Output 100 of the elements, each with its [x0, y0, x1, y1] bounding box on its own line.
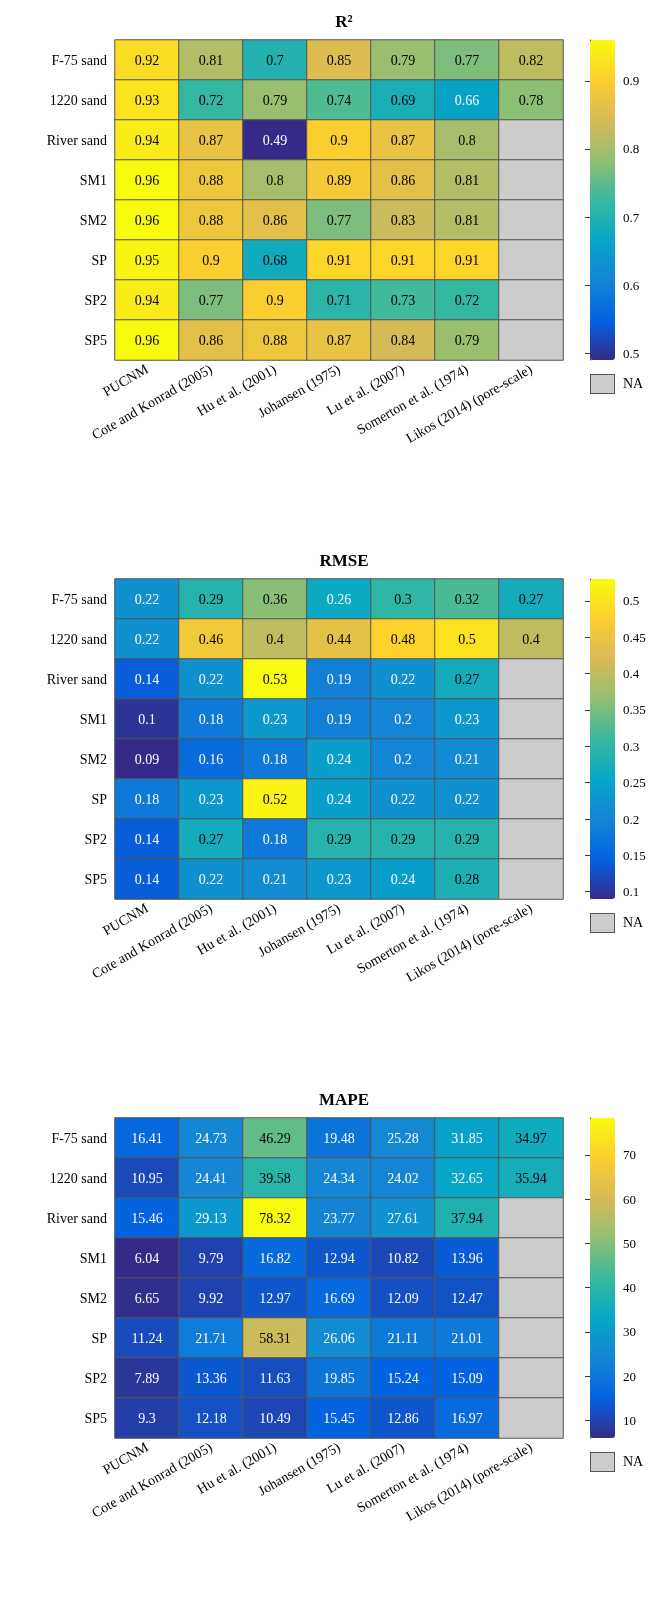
data-label: 0.14 — [134, 671, 160, 687]
data-label: 0.16 — [198, 751, 224, 767]
data-label: 9.79 — [198, 1250, 224, 1266]
data-label: 13.36 — [195, 1370, 227, 1386]
color-bar-label: 0.3 — [623, 738, 640, 754]
data-label: 0.82 — [518, 52, 544, 68]
data-label: 0.88 — [262, 332, 288, 348]
data-label: 0.29 — [326, 831, 352, 847]
data-label: 0.66 — [454, 92, 480, 108]
data-label: 0.22 — [134, 631, 160, 647]
y-tick-label: SP5 — [84, 332, 107, 348]
y-tick-label: River sand — [46, 1210, 107, 1226]
data-label: 0.18 — [262, 751, 288, 767]
chart-title: RMSE — [319, 551, 369, 570]
data-label: 0.09 — [134, 751, 160, 767]
data-label: 32.65 — [451, 1170, 483, 1186]
data-label: 0.95 — [134, 252, 160, 268]
data-label: 24.73 — [195, 1130, 227, 1146]
data-label: 0.94 — [134, 132, 160, 148]
data-label: 0.85 — [326, 52, 352, 68]
data-label: 0.32 — [454, 591, 480, 607]
data-label: 0.73 — [390, 292, 416, 308]
data-label: 0.23 — [198, 791, 224, 807]
data-label: 0.78 — [518, 92, 544, 108]
data-label: 0.23 — [326, 871, 352, 887]
y-tick-label: River sand — [46, 671, 107, 687]
data-label: 0.83 — [390, 212, 416, 228]
y-tick-label: SP2 — [84, 1370, 107, 1386]
data-label: 0.49 — [262, 132, 288, 148]
y-tick-label: SP — [91, 791, 108, 807]
data-label: 0.14 — [134, 831, 160, 847]
y-tick-label: 1220 sand — [49, 92, 107, 108]
data-label: 0.44 — [326, 631, 352, 647]
data-label: 0.81 — [198, 52, 224, 68]
color-bar-label: 0.7 — [623, 209, 640, 225]
color-bar-label: 0.1 — [623, 884, 640, 900]
data-label: 0.86 — [198, 332, 224, 348]
data-label: 0.24 — [390, 871, 416, 887]
data-label: 27.61 — [387, 1210, 419, 1226]
y-tick-label: SP — [91, 252, 108, 268]
chart-title: R² — [335, 12, 353, 31]
data-label: 16.41 — [131, 1130, 163, 1146]
data-label: 0.84 — [390, 332, 416, 348]
data-label: 12.47 — [451, 1290, 483, 1306]
text: NA — [623, 376, 644, 392]
data-label: 0.26 — [326, 591, 352, 607]
data-label: 78.32 — [259, 1210, 291, 1226]
y-tick-label: SP5 — [84, 1410, 107, 1426]
data-label: 26.06 — [323, 1330, 355, 1346]
data-label: 0.7 — [266, 52, 284, 68]
data-label: 0.88 — [198, 212, 224, 228]
data-label: 16.69 — [323, 1290, 355, 1306]
data-label: 0.87 — [198, 132, 224, 148]
data-label: 0.22 — [390, 791, 416, 807]
data-label: 39.58 — [259, 1170, 291, 1186]
data-label: 21.01 — [451, 1330, 483, 1346]
data-label: 15.09 — [451, 1370, 483, 1386]
data-label: 0.79 — [390, 52, 416, 68]
text: NA — [623, 1454, 644, 1470]
data-label: 10.49 — [259, 1410, 291, 1426]
data-label: 15.45 — [323, 1410, 355, 1426]
data-label: 0.36 — [262, 591, 288, 607]
data-label: 12.97 — [259, 1290, 291, 1306]
y-tick-label: SM2 — [79, 751, 107, 767]
data-label: 19.85 — [323, 1370, 355, 1386]
data-label: 0.94 — [134, 292, 160, 308]
data-label: 0.3 — [394, 591, 412, 607]
data-label: 16.97 — [451, 1410, 483, 1426]
data-label: 0.29 — [454, 831, 480, 847]
color-bar-label: 40 — [623, 1280, 636, 1296]
data-label: 0.71 — [326, 292, 352, 308]
text: NA — [623, 915, 644, 931]
data-label: 10.95 — [131, 1170, 163, 1186]
data-label: 0.1 — [138, 711, 156, 727]
data-label: 0.21 — [262, 871, 288, 887]
data-label: 24.02 — [387, 1170, 419, 1186]
data-label: 0.96 — [134, 332, 160, 348]
data-label: 24.41 — [195, 1170, 227, 1186]
data-label: 19.48 — [323, 1130, 355, 1146]
data-label: 0.81 — [454, 172, 480, 188]
data-label: 0.92 — [134, 52, 160, 68]
data-label: 10.82 — [387, 1250, 419, 1266]
color-bar-label: 10 — [623, 1412, 636, 1428]
color-bar-label: 0.15 — [623, 847, 646, 863]
y-tick-label: SM1 — [79, 711, 107, 727]
data-label: 9.92 — [198, 1290, 224, 1306]
color-bar-label: 0.5 — [623, 593, 640, 609]
data-label: 16.82 — [259, 1250, 291, 1266]
data-label: 15.46 — [131, 1210, 163, 1226]
data-label: 0.18 — [134, 791, 160, 807]
data-label: 0.79 — [262, 92, 288, 108]
data-label: 0.2 — [394, 711, 412, 727]
y-tick-label: SM1 — [79, 1250, 107, 1266]
data-label: 11.63 — [259, 1370, 291, 1386]
data-label: 0.5 — [458, 631, 476, 647]
data-label: 58.31 — [259, 1330, 291, 1346]
data-label: 0.93 — [134, 92, 160, 108]
data-label: 0.86 — [262, 212, 288, 228]
data-label: 0.72 — [454, 292, 480, 308]
data-label: 13.96 — [451, 1250, 483, 1266]
